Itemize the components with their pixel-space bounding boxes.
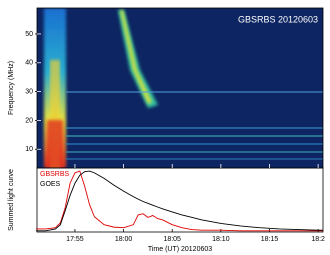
x-axis-label: Time (UT) 20120603 [148,246,212,253]
series-line [36,170,323,232]
y-axis-label: Frequency (MHz) [8,61,15,115]
y-tick-label: 20 [25,117,33,124]
spectrogram-title: GBSRBS 20120603 [238,14,318,24]
y-tick-label: 10 [25,146,33,153]
legend-entry: GOES [40,181,61,188]
legend-entry: GBSRBS [40,171,70,178]
y-tick-label: 30 [25,88,33,95]
x-tick-label: 18:10 [212,236,230,243]
x-tick-label: 18:05 [163,236,181,243]
x-tick-label: 18:2 [311,236,325,243]
x-tick-label: 18:15 [261,236,279,243]
x-tick-label: 17:55 [66,236,84,243]
y-axis-label: Summed light curve [8,169,15,231]
spectrogram-image [37,8,323,168]
y-tick-label: 50 [25,31,33,38]
series-line [36,170,323,232]
y-tick-label: 40 [25,60,33,67]
x-tick-label: 18:00 [115,236,133,243]
bottom-frame [36,167,324,233]
